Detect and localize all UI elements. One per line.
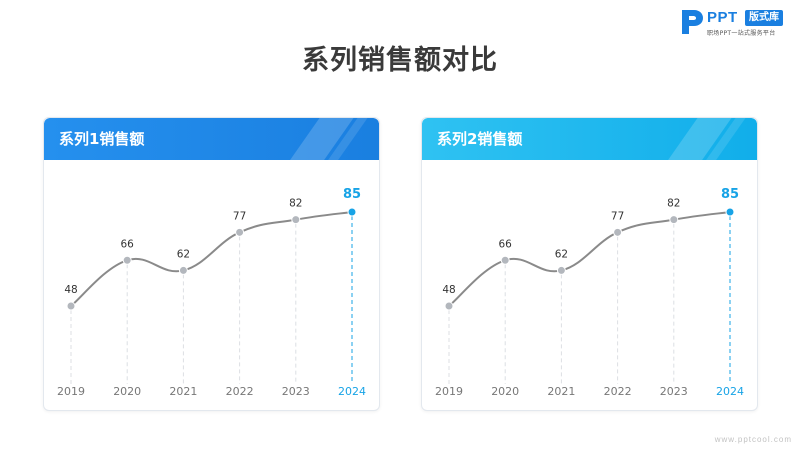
data-point <box>291 215 301 225</box>
data-point <box>347 207 357 217</box>
footer-url: www.pptcool.com <box>714 435 792 444</box>
data-point <box>725 207 735 217</box>
x-tick-label: 2020 <box>491 385 519 398</box>
chart-title-2: 系列2销售额 <box>437 130 523 148</box>
data-point <box>669 215 679 225</box>
chart-card-1: 系列1销售额 48 2019 66 2020 62 2021 77 2022 82 2023 85 2… <box>43 117 380 411</box>
data-point <box>556 265 566 275</box>
data-point <box>444 301 454 311</box>
x-tick-label: 2023 <box>282 385 310 398</box>
data-point <box>235 227 245 237</box>
logo-name: PPT <box>707 9 738 26</box>
data-label: 62 <box>555 248 568 260</box>
data-point <box>178 265 188 275</box>
page-title: 系列销售额对比 <box>302 45 498 76</box>
series-line <box>448 211 731 307</box>
data-label: 82 <box>667 198 680 210</box>
x-tick-label: 2024 <box>338 385 366 398</box>
data-label: 77 <box>233 210 246 222</box>
data-point <box>613 227 623 237</box>
data-label: 85 <box>343 187 361 202</box>
card-header-2: 系列2销售额 <box>422 118 757 160</box>
data-label: 66 <box>121 238 135 250</box>
ppt-logo-icon <box>682 10 703 34</box>
logo-tagline: 职场PPT一站式服务平台 <box>707 30 776 37</box>
series-line <box>70 211 353 307</box>
logo: PPT 版式库 职场PPT一站式服务平台 <box>679 8 794 38</box>
x-tick-label: 2019 <box>435 385 463 398</box>
x-tick-label: 2023 <box>660 385 688 398</box>
x-tick-label: 2021 <box>547 385 575 398</box>
card-header-1: 系列1销售额 <box>44 118 379 160</box>
data-label: 48 <box>64 284 77 296</box>
data-label: 62 <box>177 248 190 260</box>
data-label: 85 <box>721 187 739 202</box>
data-label: 77 <box>611 210 624 222</box>
chart-card-2: 系列2销售额 48 2019 66 2020 62 2021 77 2022 82 2023 85 2… <box>421 117 758 411</box>
data-label: 82 <box>289 198 302 210</box>
x-tick-label: 2021 <box>169 385 197 398</box>
data-point <box>500 255 510 265</box>
logo-badge: 版式库 <box>745 10 783 26</box>
x-tick-label: 2024 <box>716 385 744 398</box>
data-point <box>66 301 76 311</box>
chart-title-1: 系列1销售额 <box>59 130 145 148</box>
data-label: 48 <box>442 284 455 296</box>
data-point <box>122 255 132 265</box>
data-label: 66 <box>499 238 513 250</box>
x-tick-label: 2022 <box>226 385 254 398</box>
line-chart-1: 48 2019 66 2020 62 2021 77 2022 82 2023 85 2024 <box>57 187 366 398</box>
x-tick-label: 2019 <box>57 385 85 398</box>
x-tick-label: 2022 <box>604 385 632 398</box>
line-chart-2: 48 2019 66 2020 62 2021 77 2022 82 2023 85 2024 <box>435 187 744 398</box>
x-tick-label: 2020 <box>113 385 141 398</box>
